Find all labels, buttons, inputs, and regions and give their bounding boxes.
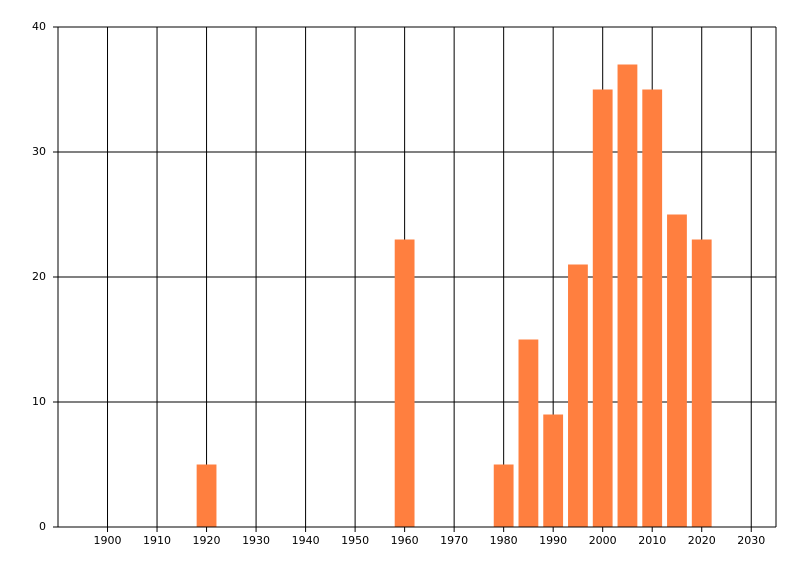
x-tick-label: 1930 [242, 534, 270, 547]
bar [617, 64, 638, 527]
y-tick-label: 40 [32, 20, 46, 33]
x-tick-label: 1980 [490, 534, 518, 547]
x-tick-label: 2030 [737, 534, 765, 547]
x-tick-label: 1920 [193, 534, 221, 547]
bar [568, 264, 588, 527]
bar [642, 89, 663, 527]
bar [691, 239, 712, 527]
x-tick-label: 2000 [589, 534, 617, 547]
x-tick-label: 1970 [440, 534, 468, 547]
x-tick-label: 1990 [539, 534, 567, 547]
x-tick-label: 2010 [638, 534, 666, 547]
x-tick-label: 2020 [688, 534, 716, 547]
x-tick-label: 1940 [292, 534, 320, 547]
y-tick-label: 20 [32, 270, 46, 283]
bar [667, 214, 687, 527]
bar [592, 89, 613, 527]
y-tick-label: 10 [32, 395, 46, 408]
x-tick-label: 1900 [94, 534, 122, 547]
y-tick-label: 30 [32, 145, 46, 158]
x-tick-label: 1950 [341, 534, 369, 547]
x-tick-label: 1910 [143, 534, 171, 547]
bar [543, 414, 564, 527]
y-tick-label: 0 [39, 520, 46, 533]
bar [196, 464, 217, 527]
x-tick-label: 1960 [391, 534, 419, 547]
bar [493, 464, 514, 527]
bar [518, 339, 539, 527]
bar [394, 239, 415, 527]
